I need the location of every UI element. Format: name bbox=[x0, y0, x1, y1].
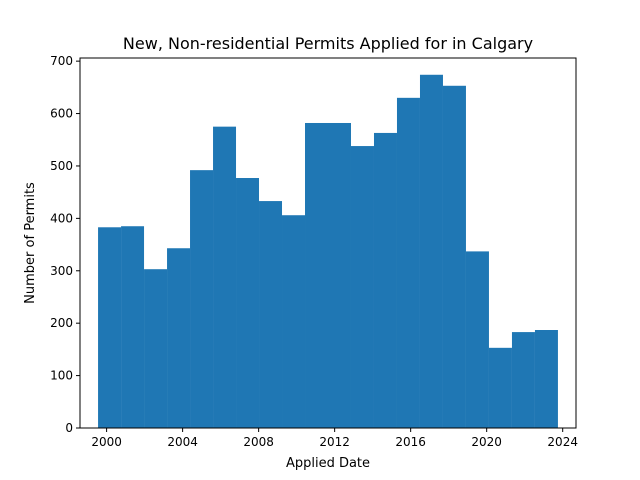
y-tick-label: 500 bbox=[50, 159, 73, 173]
histogram-bar-6 bbox=[236, 178, 260, 428]
histogram-bar-11 bbox=[350, 146, 374, 429]
plot-frame bbox=[79, 57, 577, 429]
x-tick-label: 2016 bbox=[395, 435, 426, 449]
x-tick-label: 2008 bbox=[243, 435, 274, 449]
y-tick-label: 400 bbox=[50, 211, 73, 225]
histogram-bar-0 bbox=[98, 227, 122, 428]
histogram-bar-9 bbox=[305, 122, 328, 429]
histogram-bar-7 bbox=[259, 201, 283, 428]
histogram-bar-5 bbox=[213, 126, 237, 429]
y-axis-label: Number of Permits bbox=[23, 182, 38, 304]
histogram-bar-13 bbox=[396, 97, 420, 428]
y-tick-label: 600 bbox=[50, 107, 73, 121]
histogram-bar-4 bbox=[190, 170, 214, 428]
x-axis-label: Applied Date bbox=[286, 456, 370, 471]
histogram-bar-14 bbox=[419, 74, 443, 429]
histogram-bar-3 bbox=[167, 248, 191, 428]
x-axis-ticks: 2000 2004 2008 2012 2016 2020 2024 bbox=[91, 428, 578, 449]
chart-title: New, Non-residential Permits Applied for… bbox=[123, 34, 533, 53]
y-axis-ticks: 0 100 200 300 400 500 600 700 bbox=[50, 54, 80, 435]
y-tick-label: 100 bbox=[50, 369, 73, 383]
histogram-bar-8 bbox=[282, 215, 305, 428]
histogram-bar-18 bbox=[511, 332, 535, 428]
x-tick-label: 2000 bbox=[91, 435, 122, 449]
histogram-bar-12 bbox=[373, 132, 397, 428]
histogram-bar-19 bbox=[534, 330, 558, 428]
histogram-bar-2 bbox=[144, 269, 168, 428]
histogram-bar-17 bbox=[488, 347, 512, 428]
y-tick-label: 0 bbox=[65, 421, 73, 435]
x-tick-label: 2020 bbox=[471, 435, 502, 449]
histogram-bar-16 bbox=[465, 251, 489, 428]
histogram-bar-15 bbox=[442, 85, 466, 428]
histogram-bar-10 bbox=[328, 122, 351, 429]
y-tick-label: 300 bbox=[50, 264, 73, 278]
bars-group bbox=[98, 74, 558, 429]
y-tick-label: 200 bbox=[50, 316, 73, 330]
y-tick-label: 700 bbox=[50, 54, 73, 68]
x-tick-label: 2012 bbox=[319, 435, 350, 449]
histogram-bar-1 bbox=[121, 226, 145, 428]
x-tick-label: 2024 bbox=[547, 435, 578, 449]
x-tick-label: 2004 bbox=[167, 435, 198, 449]
